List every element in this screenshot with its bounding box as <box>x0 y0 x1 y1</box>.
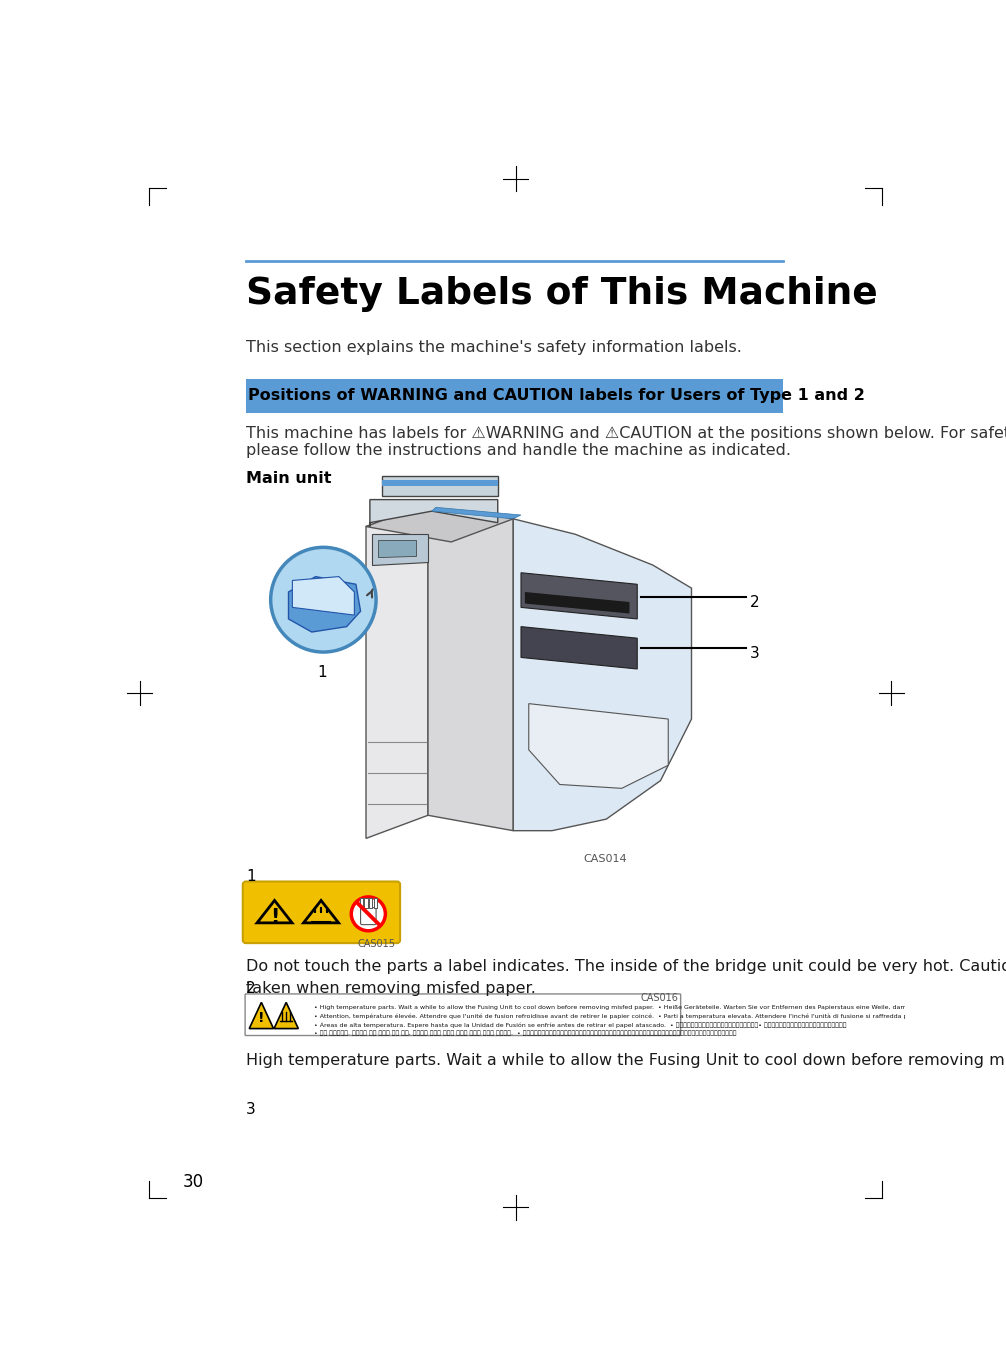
Text: This machine has labels for ⚠WARNING and ⚠CAUTION at the positions shown below. : This machine has labels for ⚠WARNING and… <box>245 427 1006 442</box>
Circle shape <box>351 897 385 930</box>
Text: High temperature parts. Wait a while to allow the Fusing Unit to cool down befor: High temperature parts. Wait a while to … <box>245 1054 1006 1069</box>
Text: This section explains the machine's safety information labels.: This section explains the machine's safe… <box>245 340 741 355</box>
Text: Positions of WARNING and CAUTION labels for Users of Type 1 and 2: Positions of WARNING and CAUTION labels … <box>248 388 865 403</box>
Polygon shape <box>529 704 668 789</box>
Text: CAS016: CAS016 <box>641 993 678 1003</box>
Polygon shape <box>249 1003 274 1029</box>
Polygon shape <box>521 572 637 619</box>
Text: 1: 1 <box>317 665 327 681</box>
Text: 1: 1 <box>245 870 256 884</box>
Bar <box>245 379 783 381</box>
Text: • Áreas de alta temperatura. Espere hasta que la Unidad de Fusión se enfríe ante: • Áreas de alta temperatura. Espere hast… <box>314 1022 847 1029</box>
FancyBboxPatch shape <box>242 882 400 943</box>
Polygon shape <box>521 627 637 670</box>
Text: CAS015: CAS015 <box>357 940 395 949</box>
Text: Do not touch the parts a label indicates. The inside of the bridge unit could be: Do not touch the parts a label indicates… <box>245 959 1006 996</box>
Text: Safety Labels of This Machine: Safety Labels of This Machine <box>245 276 877 313</box>
Text: • 고온 부분입니다. 정착부에 걸린 용지를 빼기 전에, 정착부의 온도가 충분히 내려갈 때까지 기다려 주십시오.  • 機體内部温度の高い箇所がありま: • 고온 부분입니다. 정착부에 걸린 용지를 빼기 전에, 정착부의 온도가 … <box>314 1030 736 1036</box>
Bar <box>245 409 783 413</box>
Bar <box>369 899 372 908</box>
Polygon shape <box>366 504 428 838</box>
Polygon shape <box>381 476 498 495</box>
Polygon shape <box>293 576 354 615</box>
Bar <box>245 381 783 409</box>
Polygon shape <box>372 534 428 565</box>
Bar <box>374 899 377 908</box>
Polygon shape <box>428 504 513 830</box>
Text: 2: 2 <box>245 981 256 996</box>
Polygon shape <box>525 591 630 613</box>
Polygon shape <box>432 508 521 519</box>
Text: Main unit: Main unit <box>245 471 331 486</box>
Circle shape <box>271 547 376 652</box>
Polygon shape <box>381 480 498 486</box>
Bar <box>360 899 363 908</box>
Polygon shape <box>257 900 292 923</box>
FancyBboxPatch shape <box>360 908 376 925</box>
Text: !: ! <box>259 1011 265 1025</box>
Text: • High temperature parts. Wait a while to allow the Fusing Unit to cool down bef: • High temperature parts. Wait a while t… <box>314 1006 1006 1011</box>
Text: CAS014: CAS014 <box>583 853 627 864</box>
Text: !: ! <box>270 908 280 929</box>
Text: 3: 3 <box>245 1103 256 1118</box>
Polygon shape <box>304 900 339 923</box>
Text: 3: 3 <box>749 646 760 661</box>
Polygon shape <box>274 1003 299 1029</box>
Bar <box>364 899 367 908</box>
Text: 30: 30 <box>182 1173 203 1191</box>
Polygon shape <box>289 576 360 632</box>
Text: 2: 2 <box>749 595 760 611</box>
Text: please follow the instructions and handle the machine as indicated.: please follow the instructions and handl… <box>245 443 791 458</box>
Text: • Attention, température élevée. Attendre que l'unité de fusion refroidisse avan: • Attention, température élevée. Attendr… <box>314 1014 1006 1019</box>
Polygon shape <box>513 519 691 830</box>
Polygon shape <box>370 499 498 527</box>
Polygon shape <box>366 504 513 542</box>
FancyBboxPatch shape <box>245 993 681 1036</box>
Polygon shape <box>377 541 416 557</box>
